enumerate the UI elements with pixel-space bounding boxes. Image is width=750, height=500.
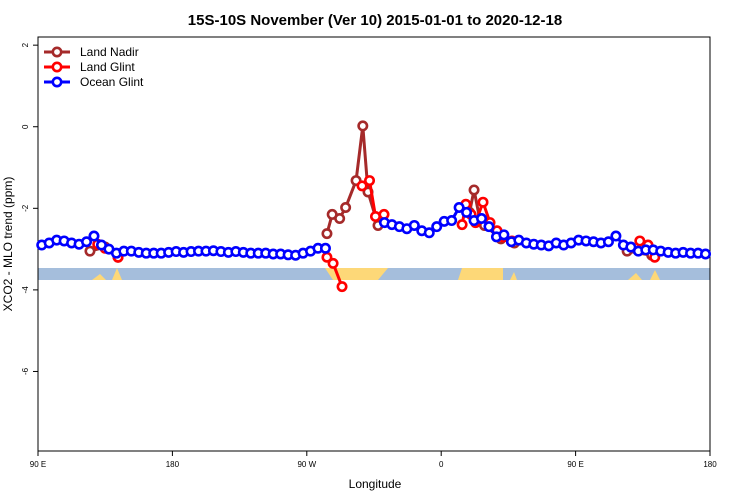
- data-point: [431, 221, 443, 233]
- land-area: [650, 270, 660, 280]
- chart-title: 15S-10S November (Ver 10) 2015-01-01 to …: [188, 12, 562, 29]
- legend-label: Ocean Glint: [80, 75, 144, 89]
- data-point: [634, 235, 646, 247]
- data-point: [88, 230, 100, 242]
- data-point: [446, 215, 458, 227]
- data-point: [327, 257, 339, 269]
- land-area: [325, 268, 388, 280]
- data-point: [456, 219, 468, 231]
- y-tick-label: -6: [21, 367, 30, 375]
- data-point: [364, 175, 376, 187]
- data-point: [369, 210, 381, 222]
- data-point: [476, 213, 488, 225]
- data-point: [602, 236, 614, 248]
- data-point: [81, 236, 93, 248]
- data-point: [468, 184, 480, 196]
- data-point: [498, 229, 510, 241]
- data-point: [408, 219, 420, 231]
- data-point: [461, 206, 473, 218]
- data-point: [483, 221, 495, 233]
- data-point: [336, 281, 348, 293]
- y-tick-label: 0: [21, 124, 30, 129]
- data-point: [334, 213, 346, 225]
- legend-marker: [51, 76, 63, 88]
- x-axis-label: Longitude: [349, 477, 402, 491]
- x-tick-label: 0: [439, 460, 444, 469]
- y-axis-label: XCO2 - MLO trend (ppm): [1, 177, 15, 312]
- data-point: [356, 180, 368, 192]
- land-area: [92, 274, 106, 280]
- land-mask: [38, 268, 710, 280]
- land-area: [112, 268, 122, 280]
- x-tick-label: 180: [703, 460, 717, 469]
- data-point: [84, 245, 96, 257]
- data-point: [340, 201, 352, 213]
- legend-label: Land Glint: [80, 60, 135, 74]
- data-point: [319, 242, 331, 254]
- land-area: [510, 272, 517, 280]
- data-point: [610, 230, 622, 242]
- y-tick-label: 2: [21, 42, 30, 47]
- legend-marker: [51, 46, 63, 58]
- x-tick-label: 90 E: [30, 460, 46, 469]
- x-tick-label: 180: [166, 460, 180, 469]
- data-point: [453, 201, 465, 213]
- x-tick-label: 90 W: [297, 460, 316, 469]
- data-point: [477, 196, 489, 208]
- x-tick-label: 90 E: [567, 460, 583, 469]
- land-area: [628, 273, 642, 280]
- land-area: [458, 268, 503, 280]
- y-tick-label: -2: [21, 204, 30, 212]
- data-point: [357, 120, 369, 132]
- data-point: [700, 248, 712, 260]
- legend-marker: [51, 61, 63, 73]
- data-point: [423, 227, 435, 239]
- legend-label: Land Nadir: [80, 45, 139, 59]
- data-point: [321, 228, 333, 240]
- series: [36, 201, 712, 261]
- y-tick-label: -4: [21, 286, 30, 294]
